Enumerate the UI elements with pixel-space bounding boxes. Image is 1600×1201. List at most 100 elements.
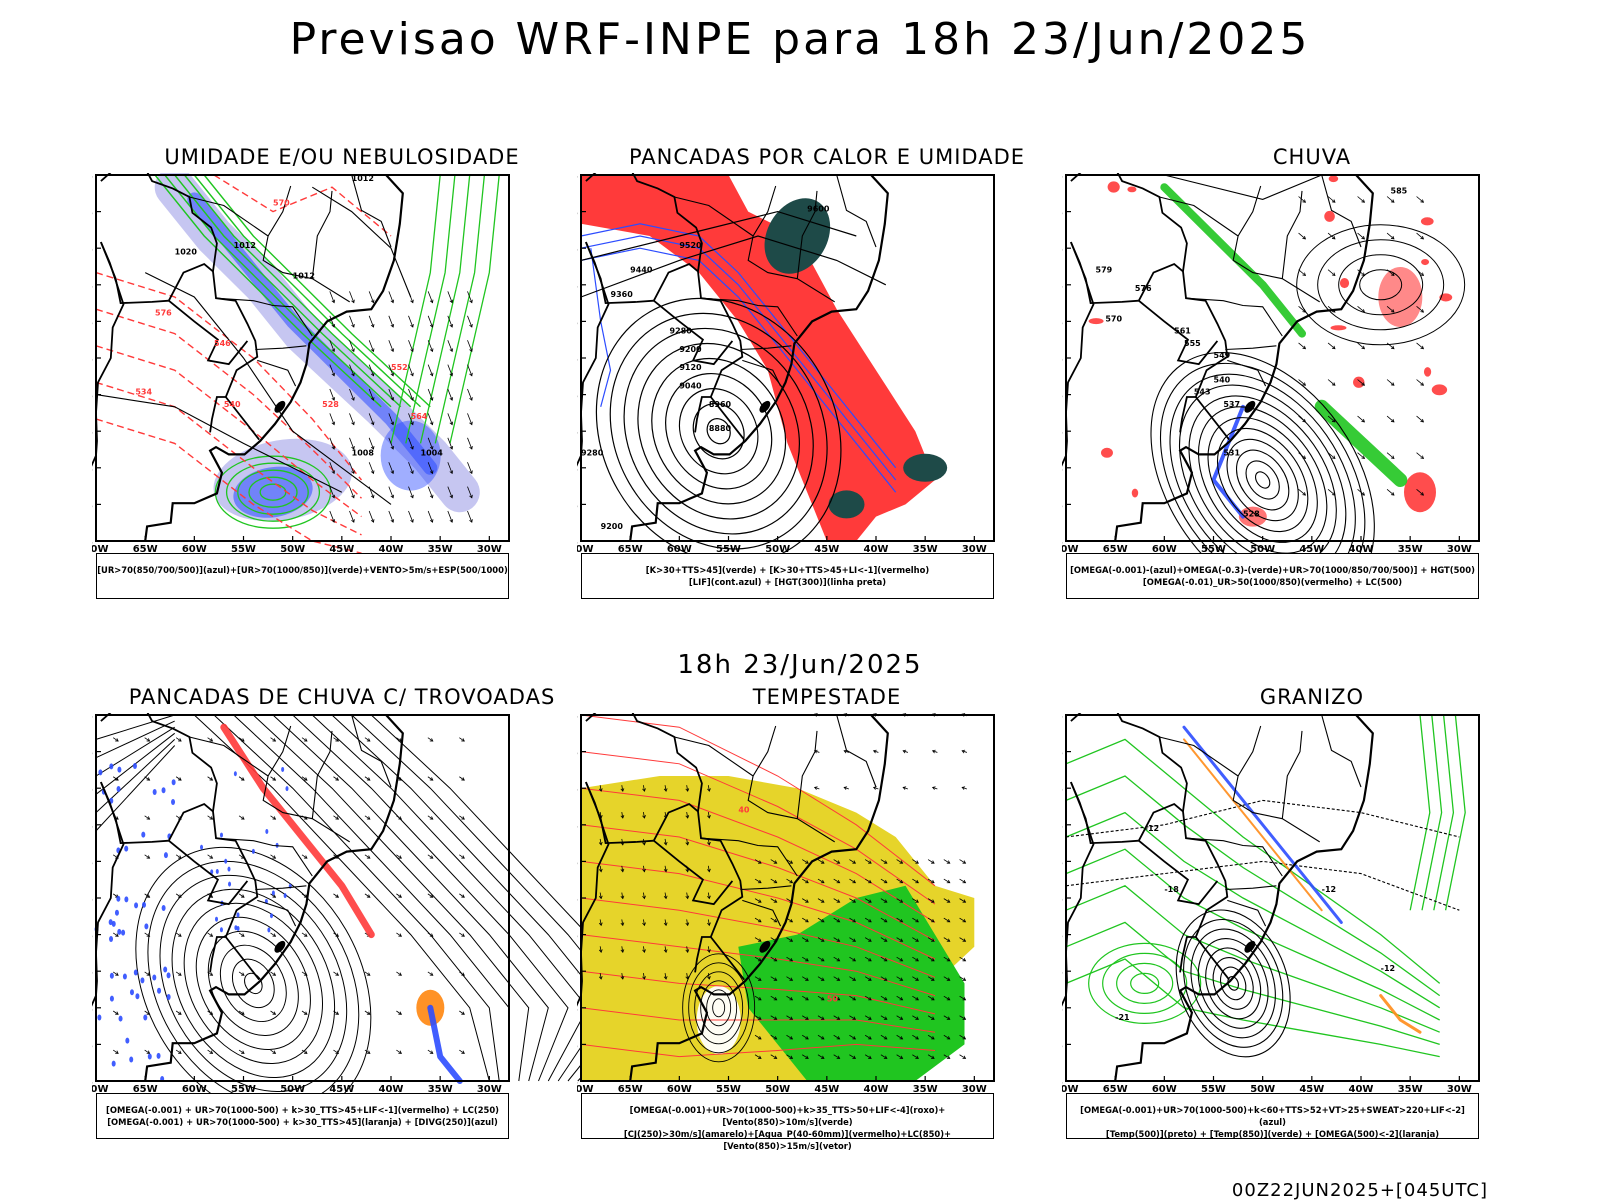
- contour-label: 564: [411, 412, 428, 421]
- contour-label: 8880: [709, 424, 732, 433]
- lat-tick-label: 21S: [577, 281, 578, 292]
- contour-label: 1008: [352, 449, 375, 458]
- contour-label: 8960: [709, 400, 732, 409]
- map-trovoadas: 12S15S18S21S24S27S30S33S36S39S42S70W65W6…: [92, 713, 592, 1103]
- contour-label: 546: [214, 339, 231, 348]
- lat-tick-label: 39S: [92, 500, 93, 511]
- lat-tick-label: 36S: [577, 1004, 578, 1015]
- lat-tick-label: 33S: [1062, 967, 1063, 978]
- rain-cell: [109, 919, 113, 925]
- contour-label: 540: [224, 400, 241, 409]
- lat-tick-label: 27S: [1062, 354, 1063, 365]
- rain-cell: [220, 927, 223, 932]
- contour-label: 9440: [630, 266, 653, 275]
- lat-tick-label: 30S: [577, 391, 578, 402]
- lat-tick-label: 18S: [1062, 244, 1063, 255]
- lat-tick-label: 30S: [92, 391, 93, 402]
- lat-tick-label: 36S: [1062, 1004, 1063, 1015]
- rain-cell: [110, 973, 114, 979]
- panel-title: PANCADAS DE CHUVA C/ TROVOADAS: [92, 685, 592, 709]
- map-granizo: -12-18-21-12-1212S15S18S21S24S27S30S33S3…: [1062, 713, 1562, 1103]
- lat-tick-label: 27S: [92, 354, 93, 365]
- contour-label: 579: [1096, 266, 1113, 275]
- rain-cell: [227, 867, 230, 872]
- contour-label: 9280: [581, 449, 604, 458]
- contour-label: 1004: [421, 449, 444, 458]
- rain-cell: [272, 890, 275, 895]
- lat-tick-label: 33S: [1062, 427, 1063, 438]
- caption-line: [OMEGA(-0.01)_UR>50(1000/850)(vermelho) …: [1067, 576, 1478, 588]
- panel-umidade: UMIDADE E/OU NEBULOSIDADE 1012 1012 1012 10…: [92, 145, 592, 625]
- contour-label: 1012: [293, 272, 315, 281]
- contour-label: 540: [1214, 375, 1231, 384]
- contour-label: 531: [1223, 449, 1240, 458]
- lat-tick-label: 18S: [92, 784, 93, 795]
- map-pancadas-calor: 9600952094409360928092009120904089608880…: [577, 173, 1077, 563]
- rain-cell: [124, 896, 128, 902]
- lat-tick-label: 39S: [577, 1040, 578, 1051]
- lat-tick-label: 27S: [1062, 894, 1063, 905]
- contour-label: 50: [827, 995, 839, 1004]
- rain-cell: [124, 846, 128, 852]
- lat-tick-label: 24S: [577, 857, 578, 868]
- lat-tick-label: 12S: [577, 173, 578, 182]
- contour-label: 9120: [679, 363, 702, 372]
- rain-cell: [109, 763, 113, 769]
- panel-caption: [OMEGA(-0.001)-(azul)+OMEGA(-0.3)-(verde…: [1066, 553, 1479, 599]
- contour-label: -12: [1381, 964, 1395, 973]
- main-title: Previsao WRF-INPE para 18h 23/Jun/2025: [0, 14, 1600, 65]
- rain-cell: [1340, 278, 1349, 288]
- contour-label: 576: [1135, 284, 1152, 293]
- rain-cell: [153, 789, 157, 795]
- lat-tick-label: 33S: [92, 427, 93, 438]
- contour-label: -12: [1322, 885, 1336, 894]
- rain-cell: [121, 930, 125, 936]
- lat-tick-label: 12S: [92, 713, 93, 722]
- caption-line: [OMEGA(-0.001)-(azul)+OMEGA(-0.3)-(verde…: [1067, 564, 1478, 576]
- contour-label: 9200: [679, 345, 702, 354]
- contour-label: 40: [738, 806, 750, 815]
- rain-cell: [237, 926, 240, 931]
- rain-cell: [1421, 259, 1429, 265]
- lat-tick-label: 24S: [92, 857, 93, 868]
- lat-tick-label: 21S: [92, 281, 93, 292]
- rain-cell: [135, 993, 139, 999]
- lat-tick-label: 36S: [92, 464, 93, 475]
- panel-granizo: GRANIZO -12-18-21-12-1212S15S18S21S24S27…: [1062, 685, 1562, 1165]
- rain-cell: [152, 974, 156, 980]
- contour-label: 9600: [807, 205, 830, 214]
- lat-tick-label: 15S: [92, 208, 93, 219]
- rain-cell: [141, 832, 145, 838]
- model-run-stamp: 00Z22JUN2025+[045UTC]: [1232, 1180, 1488, 1201]
- lat-tick-label: 39S: [1062, 1040, 1063, 1051]
- rain-cell: [1127, 186, 1136, 192]
- panel-caption: [OMEGA(-0.001)+UR>70(1000-500)+k<60+TTS>…: [1066, 1093, 1479, 1139]
- lat-tick-label: 12S: [577, 713, 578, 722]
- panel-title: GRANIZO: [1062, 685, 1562, 709]
- rain-cell: [224, 859, 227, 864]
- rain-cell: [98, 769, 102, 775]
- lat-tick-label: 24S: [577, 317, 578, 328]
- lat-tick-label: 27S: [577, 354, 578, 365]
- panel-caption: [K>30+TTS>45](verde) + [K>30+TTS>45+LI<-…: [581, 553, 994, 599]
- rain-cell: [163, 966, 167, 972]
- rain-cell: [281, 767, 284, 772]
- lat-tick-label: 12S: [1062, 713, 1063, 722]
- rain-cell: [112, 1061, 116, 1067]
- rain-cell: [119, 1016, 123, 1022]
- lat-tick-label: 15S: [1062, 208, 1063, 219]
- contour-label: 549: [1214, 351, 1231, 360]
- lat-tick-label: 33S: [577, 967, 578, 978]
- rain-cell: [123, 973, 127, 979]
- rain-cell: [97, 1014, 101, 1020]
- contour-label: 9040: [679, 382, 702, 391]
- rain-cell: [115, 910, 119, 916]
- rain-cell: [109, 936, 113, 942]
- rain-cell: [1108, 181, 1120, 192]
- rain-cell: [134, 970, 138, 976]
- rain-cell: [142, 902, 146, 908]
- rain-cell: [140, 977, 144, 983]
- lat-tick-label: 30S: [577, 931, 578, 942]
- caption-line: [UR>70(850/700/500)](azul)+[UR>70(1000/8…: [97, 564, 508, 576]
- rain-cell: [1101, 448, 1113, 458]
